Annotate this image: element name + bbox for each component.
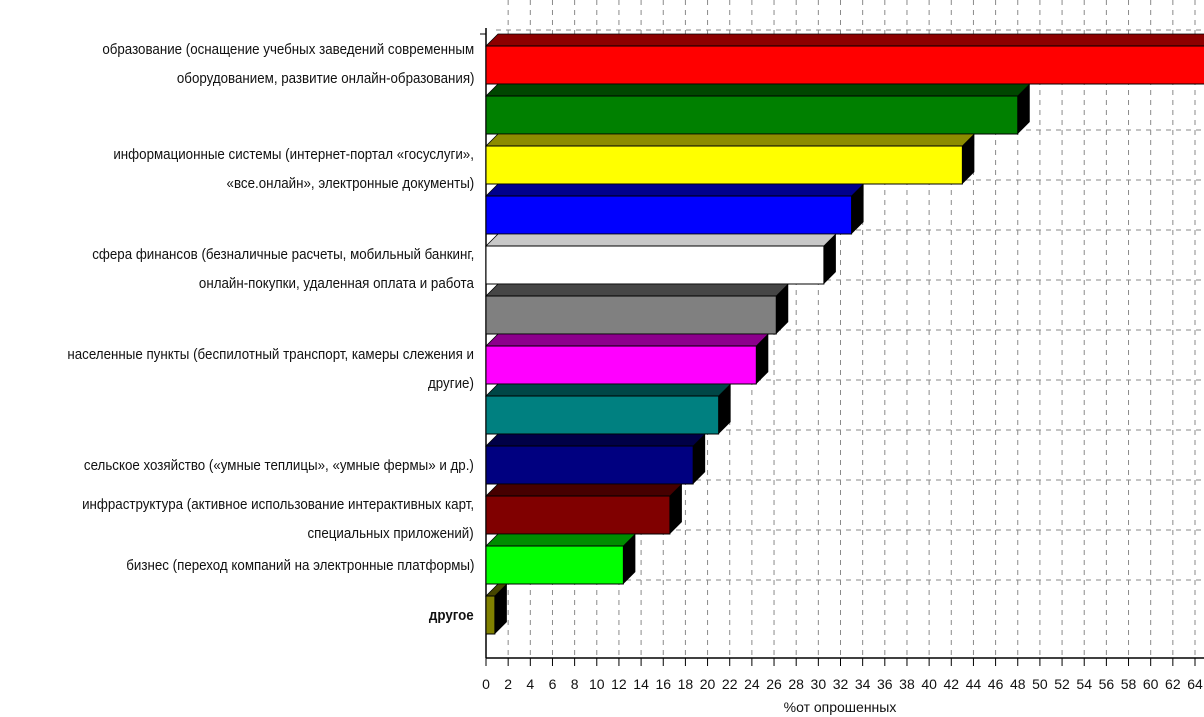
x-tick-label: 20 xyxy=(700,676,716,692)
category-label: «все.онлайн», электронные документы) xyxy=(226,176,474,192)
bar-side-face xyxy=(718,384,731,434)
bar-top-face xyxy=(485,283,790,297)
category-label: сфера финансов (безналичные расчеты, моб… xyxy=(91,247,474,263)
bar-side-face xyxy=(962,134,975,184)
bar-front-face xyxy=(485,95,1019,135)
bar-front-face xyxy=(485,545,624,585)
bar-top-face xyxy=(485,533,637,547)
x-tick-label: 28 xyxy=(788,676,804,692)
x-tick-label: 32 xyxy=(833,676,849,692)
x-tick-label: 34 xyxy=(855,676,871,692)
bar xyxy=(485,483,683,535)
bar xyxy=(485,183,865,235)
bar-top-face xyxy=(485,483,683,497)
x-tick-label: 4 xyxy=(526,676,534,692)
x-tick-label: 6 xyxy=(549,676,557,692)
x-tick-label: 54 xyxy=(1076,676,1092,692)
bar-side-face xyxy=(669,484,682,534)
x-tick-label: 46 xyxy=(988,676,1004,692)
bar-side-face xyxy=(851,184,864,234)
x-tick-label: 58 xyxy=(1121,676,1137,692)
bar-top-face xyxy=(485,383,732,397)
x-tick-label: 50 xyxy=(1032,676,1048,692)
bar-front-face xyxy=(485,445,694,485)
x-tick-label: 30 xyxy=(811,676,827,692)
bar xyxy=(485,83,1031,135)
bar-top-face xyxy=(485,183,865,197)
category-label: бизнес (переход компаний на электронные … xyxy=(125,558,474,574)
bar-side-face xyxy=(823,234,836,284)
x-tick-label: 44 xyxy=(966,676,982,692)
bar xyxy=(485,533,637,585)
x-tick-label: 16 xyxy=(655,676,671,692)
bar-side-face xyxy=(1017,84,1030,134)
bar-front-face xyxy=(485,195,853,235)
x-tick-label: 56 xyxy=(1099,676,1115,692)
bar-front-face xyxy=(485,45,1204,85)
category-label: онлайн-покупки, удаленная оплата и работ… xyxy=(199,276,474,292)
bar-front-face xyxy=(485,395,720,435)
x-tick-label: 14 xyxy=(633,676,649,692)
bar-top-face xyxy=(485,83,1031,97)
category-label: инфраструктура (активное использование и… xyxy=(82,497,474,513)
x-tick-label: 12 xyxy=(611,676,627,692)
x-tick-labels: 0 2 4 6 8 10 12 14 16 18 20 22 24 26 28 30 32 34 36 38 40 42 4… xyxy=(482,676,1203,692)
bar-top-face xyxy=(485,233,837,247)
bar-side-face xyxy=(693,434,706,484)
bar xyxy=(485,233,837,285)
category-label: другое xyxy=(429,608,474,624)
bar-front-face xyxy=(485,145,963,185)
bar xyxy=(485,383,732,435)
x-tick-label: 22 xyxy=(722,676,738,692)
bar-top-face xyxy=(485,433,707,447)
bar-side-face xyxy=(623,534,636,584)
bar-front-face xyxy=(485,595,496,635)
x-tick-label: 52 xyxy=(1054,676,1070,692)
category-label: оборудованием, развитие онлайн-образован… xyxy=(176,71,474,87)
bars xyxy=(485,33,1204,635)
bar-side-face xyxy=(494,584,507,634)
category-label: информационные системы (интернет-портал … xyxy=(113,147,474,163)
bar-front-face xyxy=(485,245,825,285)
category-label: другие) xyxy=(428,376,474,392)
x-tick-label: 18 xyxy=(678,676,694,692)
bar-top-face xyxy=(485,133,976,147)
category-label: сельское хозяйство («умные теплицы», «ум… xyxy=(84,458,474,474)
bar-front-face xyxy=(485,345,757,385)
category-label: специальных приложений) xyxy=(307,526,474,542)
x-tick-label: 40 xyxy=(921,676,937,692)
x-tick-label: 64 xyxy=(1187,676,1203,692)
category-label: образование (оснащение учебных заведений… xyxy=(102,42,474,58)
bar xyxy=(485,283,790,335)
x-tick-label: 10 xyxy=(589,676,605,692)
bar xyxy=(485,133,976,185)
bar xyxy=(485,583,508,635)
x-tick-label: 62 xyxy=(1165,676,1181,692)
bar-side-face xyxy=(776,284,789,334)
bar-front-face xyxy=(485,495,671,535)
bar-top-face xyxy=(485,333,770,347)
x-tick-label: 48 xyxy=(1010,676,1026,692)
x-tick-label: 60 xyxy=(1143,676,1159,692)
x-tick-label: 8 xyxy=(571,676,579,692)
x-tick-label: 38 xyxy=(899,676,915,692)
bar-top-face xyxy=(485,33,1204,47)
x-tick-label: 42 xyxy=(943,676,959,692)
bar-front-face xyxy=(485,295,777,335)
bar xyxy=(485,433,707,485)
x-tick-label: 2 xyxy=(504,676,512,692)
x-tick-label: 36 xyxy=(877,676,893,692)
x-axis-title: %от опрошенных xyxy=(784,699,897,715)
bar-side-face xyxy=(756,334,769,384)
bar xyxy=(485,33,1204,85)
category-label: населенные пункты (беспилотный транспорт… xyxy=(67,347,474,363)
x-tick-label: 24 xyxy=(744,676,760,692)
x-tick-label: 26 xyxy=(766,676,782,692)
x-tick-label: 0 xyxy=(482,676,490,692)
bar xyxy=(485,333,770,385)
